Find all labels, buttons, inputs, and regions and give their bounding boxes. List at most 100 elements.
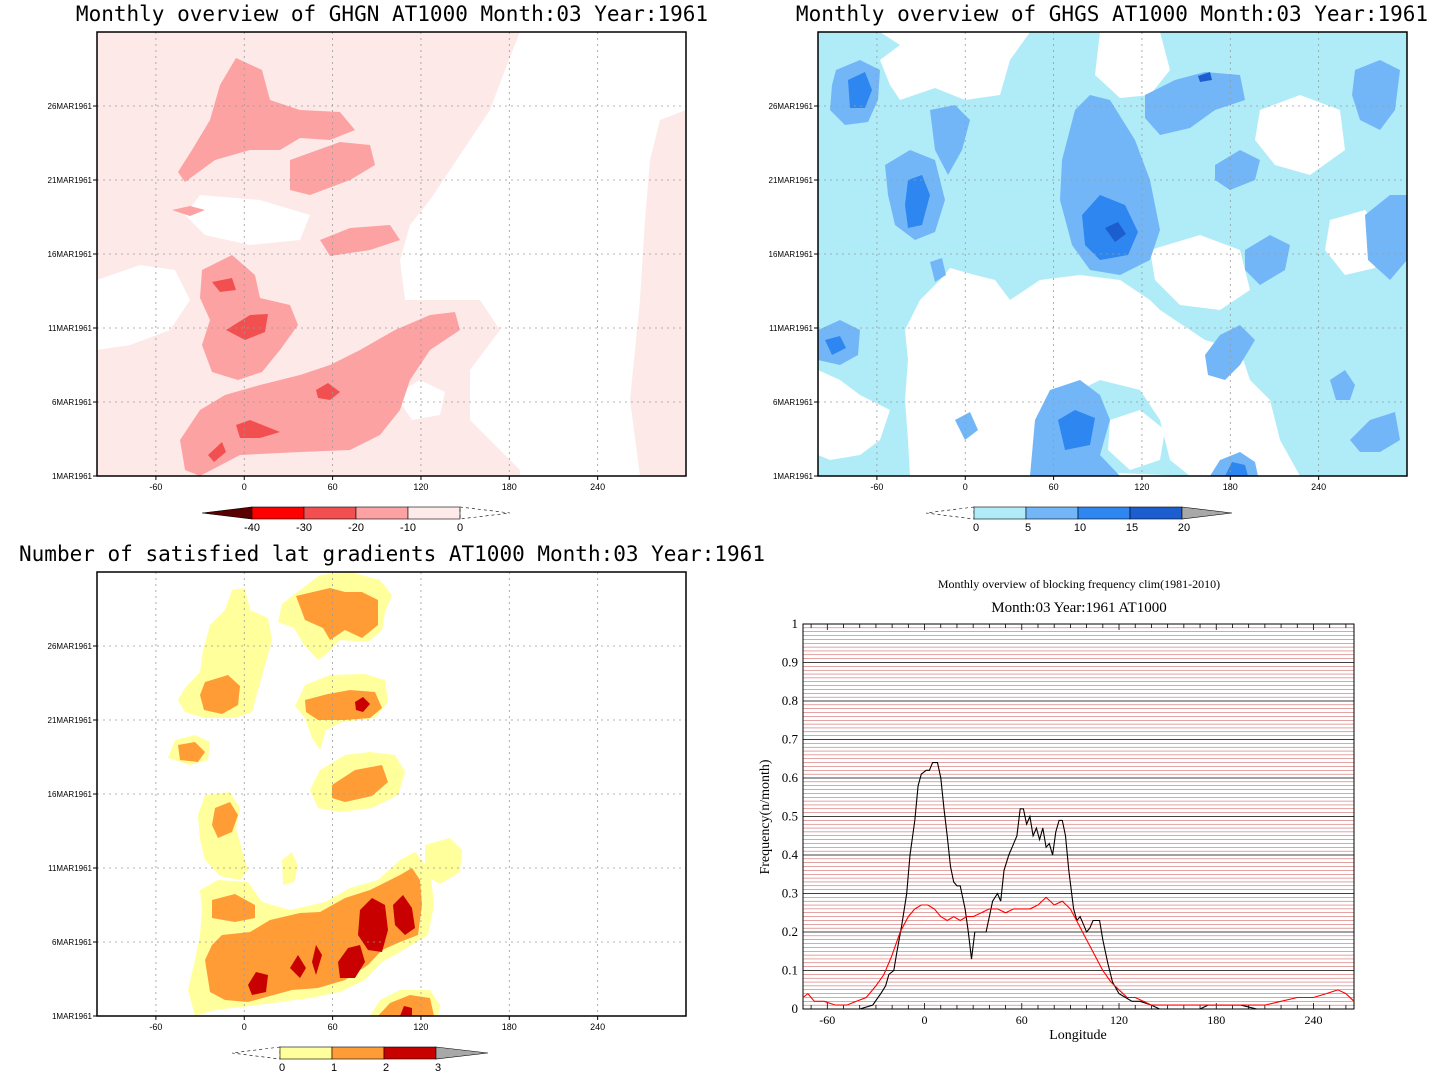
- x-tick-label: -60: [149, 482, 162, 492]
- y-tick-label: 0.5: [782, 809, 798, 824]
- x-tick-label: 0: [242, 482, 247, 492]
- lat-gradients-level-3-region: [358, 898, 388, 952]
- ghgn-gap: [97, 265, 190, 350]
- lat-gradients-level-2-region: [378, 995, 434, 1016]
- y-tick-label: 0.7: [782, 732, 799, 747]
- y-tick-label: 16MAR1961: [48, 790, 93, 799]
- y-tick-label: 0.4: [782, 847, 799, 862]
- x-tick-label: 120: [413, 482, 428, 492]
- ghgs-axis-ticks: -60 0 60 120 180 240 1MAR1961 6MAR1961 11MAR1961…: [769, 102, 1327, 492]
- line-chart-grid: [803, 623, 1354, 1010]
- x-tick-label: 60: [328, 1022, 338, 1032]
- x-tick-label: -60: [819, 1013, 835, 1027]
- colorbar-label: 5: [1025, 522, 1031, 534]
- lat-gradients-title: Number of satisfied lat gradients AT1000…: [19, 542, 765, 566]
- y-tick-label: 0.6: [782, 770, 799, 785]
- ghgn-colorbar: -40 -30 -20 -10 0: [201, 506, 511, 534]
- x-tick-label: 240: [1304, 1013, 1322, 1027]
- ghgs-gap: [818, 370, 890, 460]
- colorbar-label: 15: [1126, 522, 1138, 534]
- colorbar-extend-high: [435, 1046, 489, 1060]
- ghgs-level-2-region: [930, 105, 970, 175]
- lat-gradients-level-2-region: [178, 742, 205, 762]
- line-chart-frame: [802, 623, 1355, 1010]
- lat-gradients-level-2-region: [200, 675, 240, 714]
- lat-gradients-panel: Number of satisfied lat gradients AT1000…: [19, 542, 765, 1074]
- lat-gradients-level-3-region: [393, 895, 415, 935]
- y-tick-label: 21MAR1961: [48, 176, 93, 185]
- ghgn-level-0-region: [630, 110, 686, 476]
- ghgn-gridlines: [97, 32, 686, 476]
- x-tick-label: 120: [413, 1022, 428, 1032]
- colorbar-segment: [355, 506, 409, 520]
- ghgs-level-3-region: [825, 336, 846, 355]
- lat-gradients-gridlines: [97, 572, 686, 1016]
- colorbar-label: 0: [973, 522, 979, 534]
- y-tick-label: 6MAR1961: [52, 398, 93, 407]
- line-chart-ylabel: Frequency(n/month): [758, 759, 773, 874]
- ghgn-level-2-region: [208, 442, 226, 462]
- y-tick-label: 0.2: [782, 924, 798, 939]
- ghgn-panel: Monthly overview of GHGN AT1000 Month:03…: [48, 2, 709, 534]
- x-tick-label: 60: [1016, 1013, 1028, 1027]
- colorbar-extend-high: [1181, 506, 1233, 520]
- x-tick-label: -60: [149, 1022, 162, 1032]
- lat-gradients-level-3-region: [312, 945, 322, 975]
- lat-gradients-level-2-region: [205, 868, 422, 1002]
- y-tick-label: 26MAR1961: [48, 642, 93, 651]
- colorbar-segment: [383, 1046, 437, 1060]
- x-tick-label: 180: [502, 482, 517, 492]
- y-tick-label: 16MAR1961: [48, 250, 93, 259]
- line-chart-axes: 0 0.1 0.2 0.3 0.4 0.5 0.6 0.7 0.8 0.9 1 -60 0 60 120 18…: [782, 616, 1355, 1027]
- colorbar-label: 0: [279, 1062, 285, 1074]
- ghgs-level-3-region: [905, 175, 930, 228]
- y-tick-label: 0.1: [782, 963, 798, 978]
- colorbar-label: 3: [435, 1062, 441, 1074]
- y-tick-label: 1MAR1961: [52, 1012, 93, 1021]
- ghgs-gap: [930, 290, 1010, 345]
- ghgs-level-3-region: [1225, 462, 1248, 476]
- y-tick-label: 6MAR1961: [52, 938, 93, 947]
- x-tick-label: 0: [242, 1022, 247, 1032]
- ghgn-level-2-region: [236, 420, 280, 438]
- colorbar-label: -40: [244, 522, 260, 534]
- lat-gradients-level-3-region: [400, 1006, 412, 1016]
- colorbar-label: -30: [296, 522, 312, 534]
- ghgs-level-2-region: [1145, 72, 1245, 135]
- ghgs-gap: [1095, 32, 1170, 98]
- ghgn-level-2-region: [212, 278, 236, 292]
- x-tick-label: 240: [590, 482, 605, 492]
- colorbar-segment: [1025, 506, 1079, 520]
- lat-gradients-level-2-region: [296, 588, 378, 640]
- x-tick-label: 180: [502, 1022, 517, 1032]
- climatology-frequency-line: [802, 896, 1355, 1006]
- colorbar-label: -20: [348, 522, 364, 534]
- lat-gradients-level-1-region: [425, 838, 462, 884]
- y-tick-label: 1MAR1961: [773, 472, 814, 481]
- y-tick-label: 6MAR1961: [773, 398, 814, 407]
- x-tick-label: 120: [1110, 1013, 1128, 1027]
- x-tick-label: 60: [328, 482, 338, 492]
- y-tick-label: 0.8: [782, 693, 798, 708]
- y-tick-label: 0.3: [782, 886, 798, 901]
- ghgs-level-2-region: [1330, 370, 1355, 400]
- y-tick-label: 0.9: [782, 655, 798, 670]
- line-chart-title-line1: Monthly overview of blocking frequency c…: [938, 577, 1220, 591]
- y-tick-label: 11MAR1961: [769, 324, 813, 333]
- y-tick-label: 26MAR1961: [769, 102, 814, 111]
- line-chart-title-line2: Month:03 Year:1961 AT1000: [991, 600, 1166, 616]
- ghgn-title: Monthly overview of GHGN AT1000 Month:03…: [76, 2, 708, 26]
- colorbar-segment: [1129, 506, 1183, 520]
- lat-gradients-level-2-region: [212, 802, 238, 838]
- colorbar-segment: [1077, 506, 1131, 520]
- ghgn-axis-ticks: -60 0 60 120 180 240 1MAR1961 6MAR1961 11MAR1961…: [48, 102, 606, 492]
- ghgs-title: Monthly overview of GHGS AT1000 Month:03…: [796, 2, 1428, 26]
- lat-gradients-colorbar: 0 1 2 3: [231, 1046, 489, 1074]
- ghgn-level-2-region: [316, 383, 340, 400]
- lat-gradients-level-3-region: [248, 972, 268, 995]
- y-tick-label: 11MAR1961: [48, 864, 92, 873]
- y-tick-label: 11MAR1961: [48, 324, 92, 333]
- ghgs-colorbar: 0 5 10 15 20: [925, 506, 1233, 534]
- colorbar-extend-low: [201, 506, 253, 520]
- y-tick-label: 0: [792, 1001, 799, 1016]
